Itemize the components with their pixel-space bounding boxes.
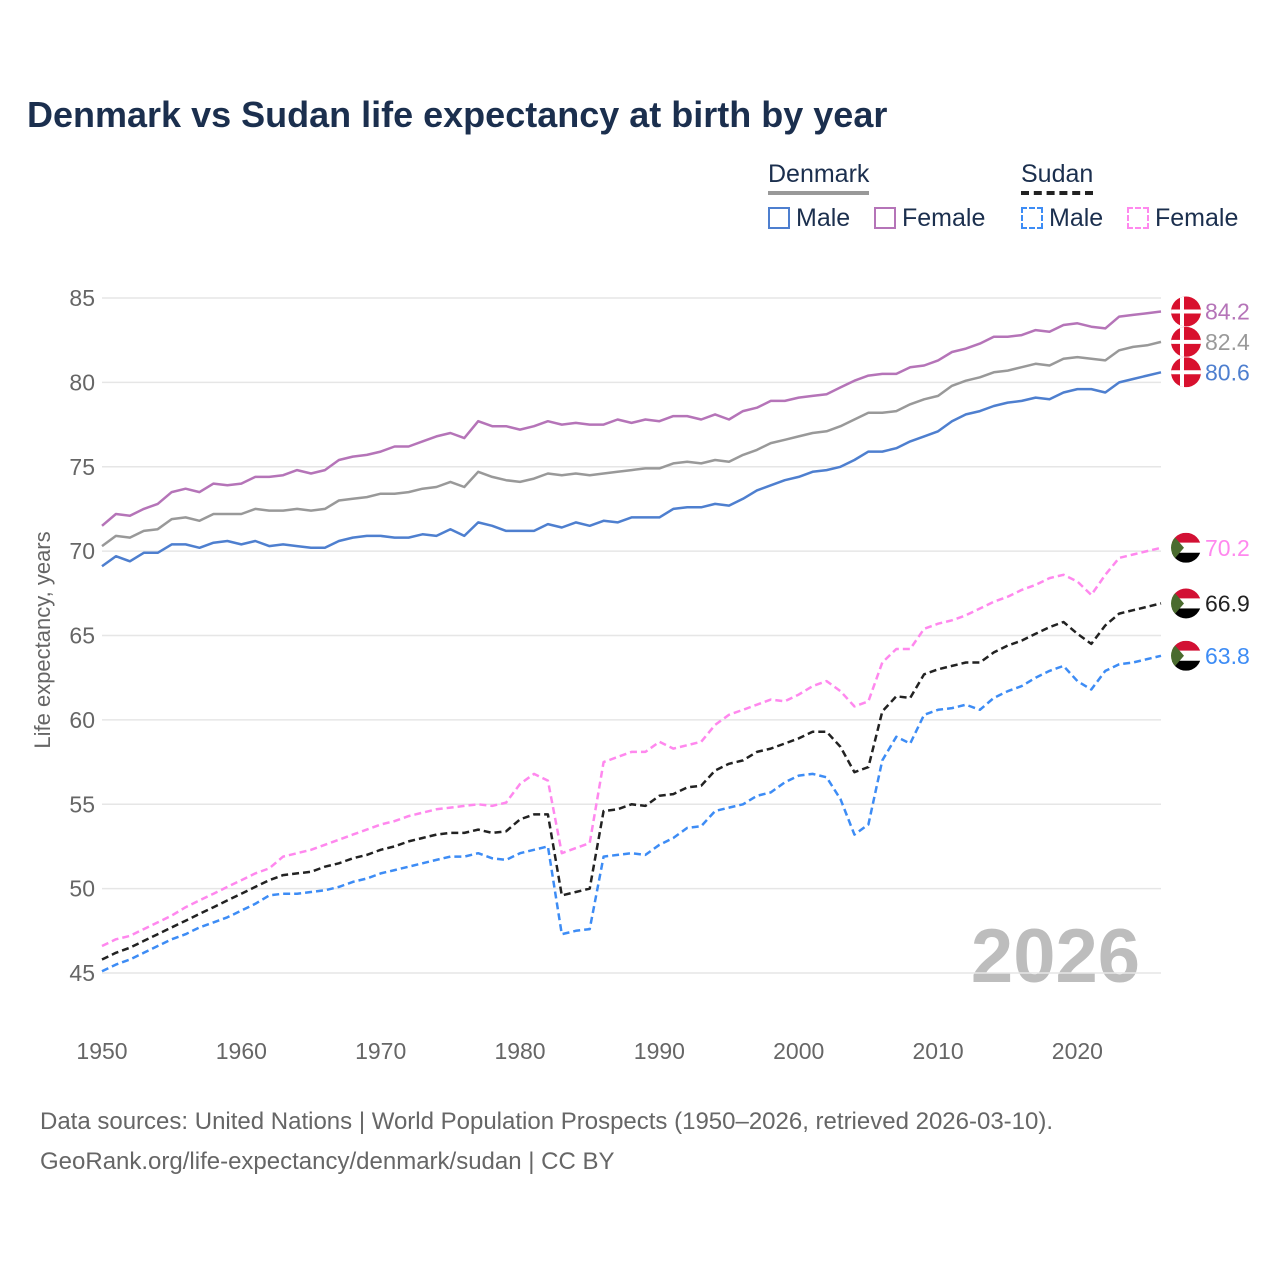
legend-denmark-male[interactable]: Male xyxy=(768,204,850,233)
end-value-label: 63.8 xyxy=(1205,643,1250,669)
legend-sudan: Sudan Male Female xyxy=(1021,160,1238,232)
end-value-label: 66.9 xyxy=(1205,590,1250,616)
legend-label: Female xyxy=(902,204,986,232)
year-watermark: 2026 xyxy=(971,914,1140,999)
legend-swatch-icon xyxy=(1127,207,1149,229)
x-tick-label: 1970 xyxy=(355,1038,406,1064)
end-value-label: 82.4 xyxy=(1205,329,1250,355)
legend-swatch-icon xyxy=(1021,207,1043,229)
legend-label: Male xyxy=(796,204,851,232)
y-tick-label: 80 xyxy=(69,369,95,395)
legend-label: Female xyxy=(1155,204,1239,232)
y-tick-label: 75 xyxy=(69,454,95,480)
y-tick-label: 60 xyxy=(69,707,95,733)
x-tick-label: 2010 xyxy=(912,1038,963,1064)
legend-sudan-female[interactable]: Female xyxy=(1127,204,1238,233)
legend-denmark-heading: Denmark xyxy=(768,160,870,195)
y-tick-label: 85 xyxy=(69,285,95,311)
x-tick-label: 2000 xyxy=(773,1038,824,1064)
footer-source: Data sources: United Nations | World Pop… xyxy=(40,1108,1054,1135)
x-tick-label: 1960 xyxy=(216,1038,267,1064)
x-tick-label: 1990 xyxy=(634,1038,685,1064)
series-line-denmark-total xyxy=(101,340,1162,548)
y-tick-label: 45 xyxy=(69,960,95,986)
end-value-label: 80.6 xyxy=(1205,359,1250,385)
legend-denmark: Denmark Male Female xyxy=(768,160,985,232)
x-tick-label: 2020 xyxy=(1052,1038,1103,1064)
legend-sudan-heading: Sudan xyxy=(1021,160,1094,195)
sudan-flag-icon xyxy=(1171,532,1201,563)
y-tick-label: 55 xyxy=(69,791,95,817)
legend-denmark-female[interactable]: Female xyxy=(874,204,985,233)
sudan-flag-icon xyxy=(1171,588,1201,619)
x-tick-label: 1950 xyxy=(76,1038,127,1064)
denmark-flag-icon xyxy=(1171,296,1201,327)
series-line-denmark-female xyxy=(101,310,1162,527)
y-tick-label: 50 xyxy=(69,876,95,902)
series-line-denmark-male xyxy=(101,371,1162,568)
y-tick-label: 70 xyxy=(69,538,95,564)
series-line-sudan-female xyxy=(101,546,1162,948)
denmark-flag-icon xyxy=(1171,326,1201,357)
y-axis-label: Life expectancy, years xyxy=(30,531,55,748)
end-value-label: 70.2 xyxy=(1205,535,1250,561)
x-tick-label: 1980 xyxy=(494,1038,545,1064)
series-line-sudan-male xyxy=(101,654,1162,973)
chart-title: Denmark vs Sudan life expectancy at birt… xyxy=(27,94,888,135)
legend-label: Male xyxy=(1049,204,1104,232)
legend-sudan-male[interactable]: Male xyxy=(1021,204,1103,233)
sudan-flag-icon xyxy=(1171,640,1201,671)
y-tick-label: 65 xyxy=(69,623,95,649)
legend-swatch-icon xyxy=(768,207,790,229)
end-value-label: 84.2 xyxy=(1205,299,1250,325)
denmark-flag-icon xyxy=(1171,357,1201,388)
series-line-sudan-total xyxy=(101,602,1162,961)
legend-swatch-icon xyxy=(874,207,896,229)
footer-link[interactable]: GeoRank.org/life-expectancy/denmark/suda… xyxy=(40,1148,615,1175)
